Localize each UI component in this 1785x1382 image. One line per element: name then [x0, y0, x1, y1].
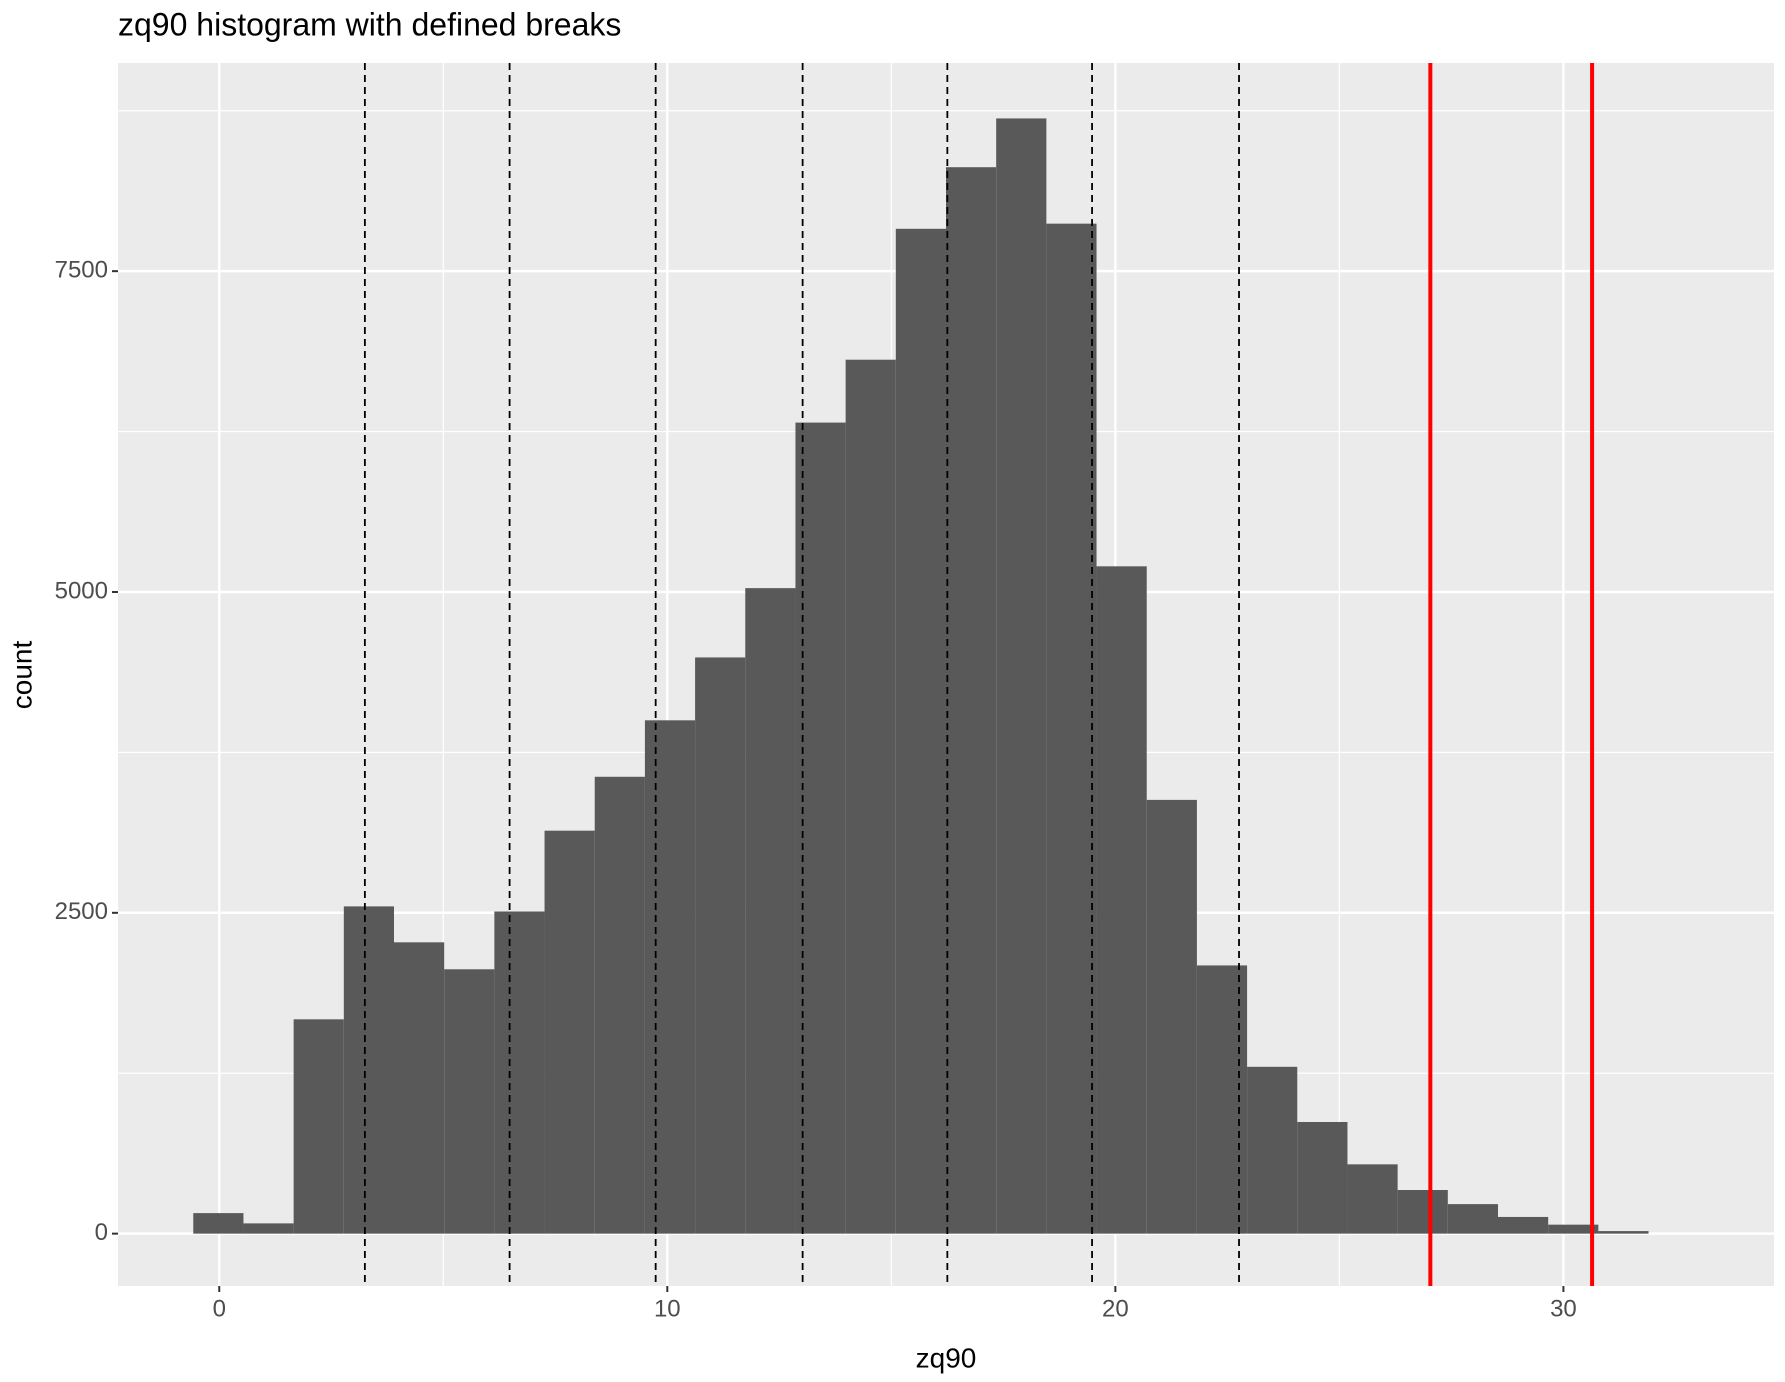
x-tick-label: 0: [213, 1295, 226, 1322]
y-axis-title: count: [6, 641, 37, 710]
bar: [444, 969, 495, 1234]
bar: [695, 657, 746, 1234]
bar: [193, 1213, 244, 1234]
bar: [343, 906, 394, 1234]
y-tick-label: 0: [95, 1219, 108, 1246]
bar: [745, 588, 796, 1234]
bar: [1247, 1066, 1298, 1234]
bar: [293, 1019, 344, 1234]
bar: [394, 942, 445, 1234]
bar: [594, 776, 645, 1234]
y-tick-label: 5000: [55, 577, 108, 604]
bar: [845, 359, 896, 1234]
bar: [1347, 1164, 1398, 1234]
bar: [1598, 1231, 1649, 1234]
bar: [1447, 1204, 1498, 1234]
bar: [795, 422, 846, 1234]
x-tick-label: 10: [654, 1295, 681, 1322]
bar: [996, 118, 1047, 1234]
bar: [1397, 1190, 1448, 1234]
bar: [1548, 1224, 1599, 1234]
bar: [1096, 566, 1147, 1234]
bar: [895, 228, 946, 1234]
chart-title: zq90 histogram with defined breaks: [118, 6, 621, 42]
bar: [1146, 799, 1197, 1234]
bar: [946, 167, 997, 1234]
bar: [1297, 1121, 1348, 1234]
y-tick-label: 2500: [55, 898, 108, 925]
bar: [1046, 223, 1097, 1234]
x-axis-title: zq90: [916, 1342, 977, 1373]
bar: [494, 911, 545, 1234]
bar: [1498, 1216, 1549, 1234]
bar: [243, 1223, 294, 1234]
bar: [644, 720, 696, 1234]
y-tick-label: 7500: [55, 256, 108, 283]
x-tick-label: 20: [1102, 1295, 1129, 1322]
bar: [544, 830, 595, 1234]
x-tick-label: 30: [1550, 1295, 1577, 1322]
